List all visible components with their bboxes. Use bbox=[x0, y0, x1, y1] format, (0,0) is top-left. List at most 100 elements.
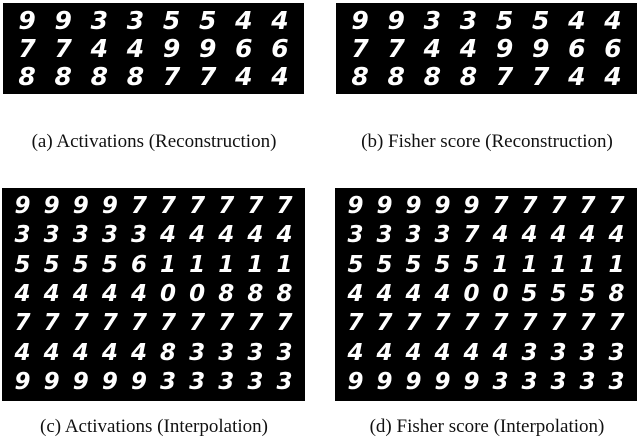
digit-image: 4 bbox=[405, 280, 422, 307]
digit-image: 4 bbox=[72, 339, 89, 366]
digit-image: 7 bbox=[579, 193, 596, 220]
digit-image: 9 bbox=[463, 368, 480, 395]
digit-image: 7 bbox=[405, 310, 422, 337]
digit-image: 9 bbox=[463, 193, 480, 220]
digit-image: 8 bbox=[160, 339, 177, 366]
digit-image: 7 bbox=[376, 310, 393, 337]
digit-image: 3 bbox=[608, 339, 625, 366]
digit-image: 4 bbox=[14, 280, 31, 307]
digit-image: 3 bbox=[579, 368, 596, 395]
digit-image: 7 bbox=[351, 33, 369, 63]
digit-image: 3 bbox=[276, 368, 293, 395]
digit-image: 4 bbox=[608, 222, 625, 249]
digit-image: 4 bbox=[423, 33, 442, 63]
digit-image: 3 bbox=[14, 222, 31, 249]
digit-image: 7 bbox=[160, 193, 177, 220]
caption-b: (b) Fisher score (Reconstruction) bbox=[361, 131, 613, 152]
digit-image: 5 bbox=[376, 251, 393, 278]
digit-image: 5 bbox=[198, 6, 217, 36]
digit-image: 7 bbox=[162, 61, 181, 91]
digit-image: 9 bbox=[495, 33, 514, 63]
digit-image: 4 bbox=[347, 280, 364, 307]
digit-image: 4 bbox=[276, 222, 293, 249]
digit-image: 4 bbox=[376, 339, 393, 366]
digit-image: 9 bbox=[43, 368, 60, 395]
digit-image: 7 bbox=[218, 193, 235, 220]
digit-image: 8 bbox=[18, 61, 36, 91]
digit-image: 3 bbox=[126, 6, 145, 36]
digit-image: 3 bbox=[276, 339, 293, 366]
digit-image: 8 bbox=[218, 280, 235, 307]
digit-image: 9 bbox=[405, 368, 422, 395]
digit-image: 1 bbox=[521, 251, 538, 278]
digit-image: 5 bbox=[43, 251, 60, 278]
digit-image: 1 bbox=[160, 251, 177, 278]
digit-image: 7 bbox=[434, 310, 451, 337]
digit-image: 1 bbox=[550, 251, 567, 278]
digit-image: 5 bbox=[405, 251, 422, 278]
digit-image: 7 bbox=[18, 33, 36, 63]
digit-image: 3 bbox=[189, 339, 206, 366]
digit-image: 5 bbox=[434, 251, 451, 278]
digit-image: 8 bbox=[90, 61, 109, 91]
digit-image: 9 bbox=[351, 6, 369, 36]
digit-image: 5 bbox=[463, 251, 480, 278]
digit-image: 4 bbox=[126, 33, 145, 63]
digit-image: 4 bbox=[604, 6, 622, 36]
digit-image: 4 bbox=[568, 6, 586, 36]
digit-image: 9 bbox=[531, 33, 550, 63]
digit-image: 3 bbox=[43, 222, 60, 249]
digit-image: 3 bbox=[247, 368, 264, 395]
digit-image: 4 bbox=[43, 339, 60, 366]
digit-image: 7 bbox=[160, 310, 177, 337]
digit-image: 3 bbox=[608, 368, 625, 395]
digit-image: 8 bbox=[387, 61, 405, 91]
digit-image: 7 bbox=[495, 61, 514, 91]
digit-image: 7 bbox=[101, 310, 118, 337]
digit-image: 4 bbox=[568, 61, 586, 91]
digit-image: 7 bbox=[608, 310, 625, 337]
digit-image: 6 bbox=[130, 251, 147, 278]
digit-image: 9 bbox=[130, 368, 147, 395]
digit-image: 7 bbox=[521, 310, 538, 337]
digit-image: 4 bbox=[550, 222, 567, 249]
digit-image: 3 bbox=[521, 339, 538, 366]
digit-image: 9 bbox=[347, 368, 364, 395]
digit-image: 3 bbox=[160, 368, 177, 395]
digit-image: 5 bbox=[521, 280, 538, 307]
digit-image: 7 bbox=[247, 310, 264, 337]
digit-image: 9 bbox=[434, 193, 451, 220]
digit-image: 3 bbox=[218, 368, 235, 395]
digit-image: 1 bbox=[218, 251, 235, 278]
digit-image: 4 bbox=[376, 280, 393, 307]
digit-image: 1 bbox=[189, 251, 206, 278]
digit-image: 9 bbox=[72, 193, 89, 220]
digit-image: 3 bbox=[218, 339, 235, 366]
digit-image: 0 bbox=[492, 280, 509, 307]
digit-image: 3 bbox=[434, 222, 451, 249]
digit-image: 6 bbox=[271, 33, 289, 63]
digit-image: 5 bbox=[531, 6, 550, 36]
digit-image: 5 bbox=[162, 6, 181, 36]
digit-image: 7 bbox=[276, 193, 293, 220]
digit-image: 4 bbox=[218, 222, 235, 249]
digit-image: 3 bbox=[550, 368, 567, 395]
digit-image: 9 bbox=[14, 368, 31, 395]
digit-image: 9 bbox=[405, 193, 422, 220]
digit-image: 8 bbox=[276, 280, 293, 307]
digit-image: 4 bbox=[434, 339, 451, 366]
digit-image: 1 bbox=[276, 251, 293, 278]
digit-image: 4 bbox=[271, 6, 289, 36]
digit-image: 9 bbox=[101, 368, 118, 395]
digit-image: 4 bbox=[101, 339, 118, 366]
digit-image: 5 bbox=[495, 6, 514, 36]
digit-image: 4 bbox=[579, 222, 596, 249]
digit-image: 7 bbox=[189, 310, 206, 337]
digit-image: 4 bbox=[43, 280, 60, 307]
digit-image: 3 bbox=[423, 6, 442, 36]
digit-image: 7 bbox=[72, 310, 89, 337]
digit-image: 9 bbox=[347, 193, 364, 220]
digit-image: 7 bbox=[130, 193, 147, 220]
